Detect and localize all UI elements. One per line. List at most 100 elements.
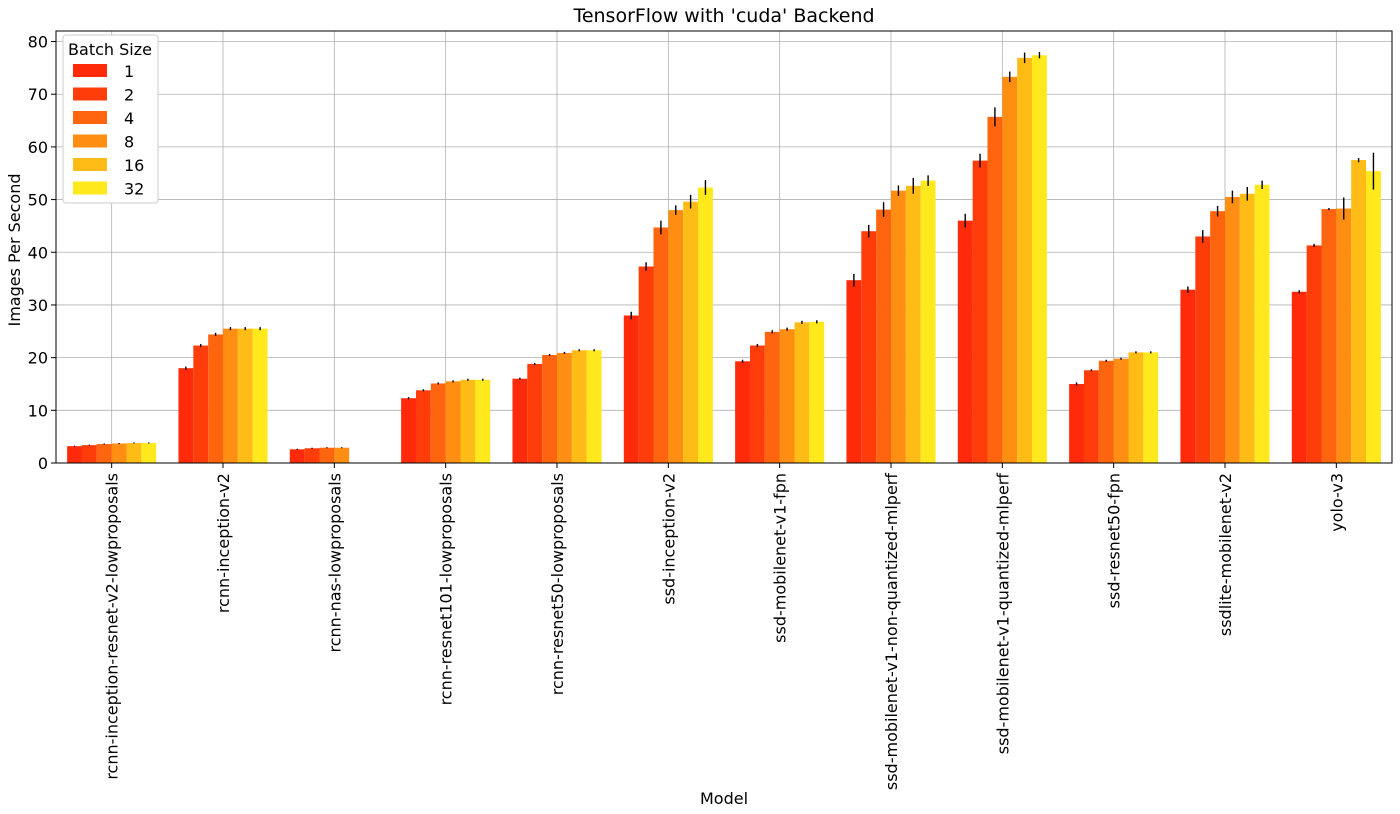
bar <box>876 209 891 463</box>
bar <box>891 190 906 463</box>
x-tick-label: rcnn-inception-v2 <box>214 473 233 613</box>
bar <box>96 444 112 463</box>
y-tick-label: 70 <box>28 85 48 104</box>
bar <box>957 220 973 463</box>
bar <box>571 350 587 463</box>
bar <box>1143 352 1159 463</box>
bar <box>304 448 320 463</box>
bar <box>683 201 699 463</box>
y-axis-label: Images Per Second <box>5 174 24 327</box>
chart-title: TensorFlow with 'cuda' Backend <box>572 5 874 27</box>
bar <box>1017 57 1033 464</box>
bar <box>111 443 127 463</box>
bar <box>81 445 97 463</box>
bar <box>1195 236 1211 463</box>
legend-label: 1 <box>124 62 134 81</box>
y-tick-label: 40 <box>28 243 48 262</box>
bar <box>809 321 825 463</box>
bar <box>1210 211 1225 463</box>
x-tick-label: ssd-inception-v2 <box>659 473 678 605</box>
x-tick-label: rcnn-inception-resnet-v2-lowproposals <box>103 473 122 780</box>
x-tick-label: ssd-resnet50-fpn <box>1105 473 1124 608</box>
bar <box>1113 358 1129 463</box>
bar <box>1321 209 1337 463</box>
bar <box>67 446 82 463</box>
legend-swatch <box>73 134 107 148</box>
bar <box>542 355 557 463</box>
bar <box>1180 289 1196 463</box>
bar <box>846 280 862 463</box>
bar <box>319 447 335 463</box>
y-tick-label: 10 <box>28 401 48 420</box>
bar <box>668 210 684 463</box>
bar <box>401 398 416 463</box>
bar <box>1128 352 1144 463</box>
legend: Batch Size 1 2 4 8 16 32 <box>62 34 159 204</box>
bar <box>1366 171 1381 463</box>
y-tick-label: 20 <box>28 349 48 368</box>
x-tick-label: rcnn-resnet101-lowproposals <box>437 473 456 705</box>
bar <box>289 449 305 463</box>
bar <box>638 266 654 463</box>
legend-swatch <box>73 111 107 124</box>
legend-swatch <box>73 64 107 77</box>
bar <box>193 345 209 463</box>
legend-label: 4 <box>124 109 134 128</box>
legend-label: 32 <box>124 180 144 199</box>
bar <box>141 442 157 463</box>
bar <box>1098 360 1114 463</box>
bar <box>1032 55 1047 464</box>
bar <box>126 442 142 463</box>
x-tick-label: ssd-mobilenet-v1-quantized-mlperf <box>993 473 1012 755</box>
x-axis-label: Model <box>700 789 748 808</box>
x-tick-label: yolo-v3 <box>1327 473 1346 532</box>
bar <box>527 363 543 463</box>
bar <box>208 334 223 463</box>
legend-label: 16 <box>124 156 144 175</box>
x-tick-label: rcnn-resnet50-lowproposals <box>548 473 567 695</box>
legend-label: 8 <box>124 133 134 152</box>
bar <box>861 231 877 463</box>
bar <box>794 322 810 463</box>
bar <box>1225 196 1240 463</box>
x-tick-label: ssd-mobilenet-v1-non-quantized-mlperf <box>882 473 901 790</box>
bar <box>1336 208 1352 463</box>
bar <box>972 160 988 463</box>
bar <box>252 328 268 463</box>
bar <box>557 352 572 463</box>
legend-swatch <box>73 158 107 171</box>
x-tick-label: ssdlite-mobilenet-v2 <box>1216 473 1235 636</box>
legend-label: 2 <box>124 86 134 105</box>
bar <box>623 315 639 463</box>
bar <box>1351 160 1367 463</box>
bar <box>735 361 750 463</box>
bar <box>1083 370 1099 463</box>
bar <box>586 350 602 463</box>
bar <box>334 447 350 463</box>
bar <box>475 379 491 463</box>
bar <box>698 187 713 463</box>
bar <box>1306 245 1322 463</box>
bar <box>1069 383 1084 463</box>
y-tick-label: 0 <box>38 454 48 473</box>
y-tick-label: 60 <box>28 138 48 157</box>
bar <box>445 381 461 463</box>
bar <box>415 390 431 463</box>
bar <box>764 331 780 463</box>
bar <box>1291 291 1307 463</box>
axes-layer: 0 10 20 30 40 50 60 70 80 rcnn-inception-resnet-v… <box>28 30 1393 790</box>
bar <box>1254 184 1270 463</box>
bar <box>749 345 765 463</box>
bars-layer <box>67 52 1381 464</box>
bar <box>987 116 1003 463</box>
x-tick-label: ssd-mobilenet-v1-fpn <box>771 473 790 643</box>
bar <box>920 180 936 463</box>
x-tick-label: rcnn-nas-lowproposals <box>325 473 344 653</box>
bar <box>1239 193 1255 464</box>
y-tick-label: 50 <box>28 191 48 210</box>
bar <box>512 378 528 463</box>
bar <box>653 227 669 463</box>
bar <box>237 328 253 463</box>
